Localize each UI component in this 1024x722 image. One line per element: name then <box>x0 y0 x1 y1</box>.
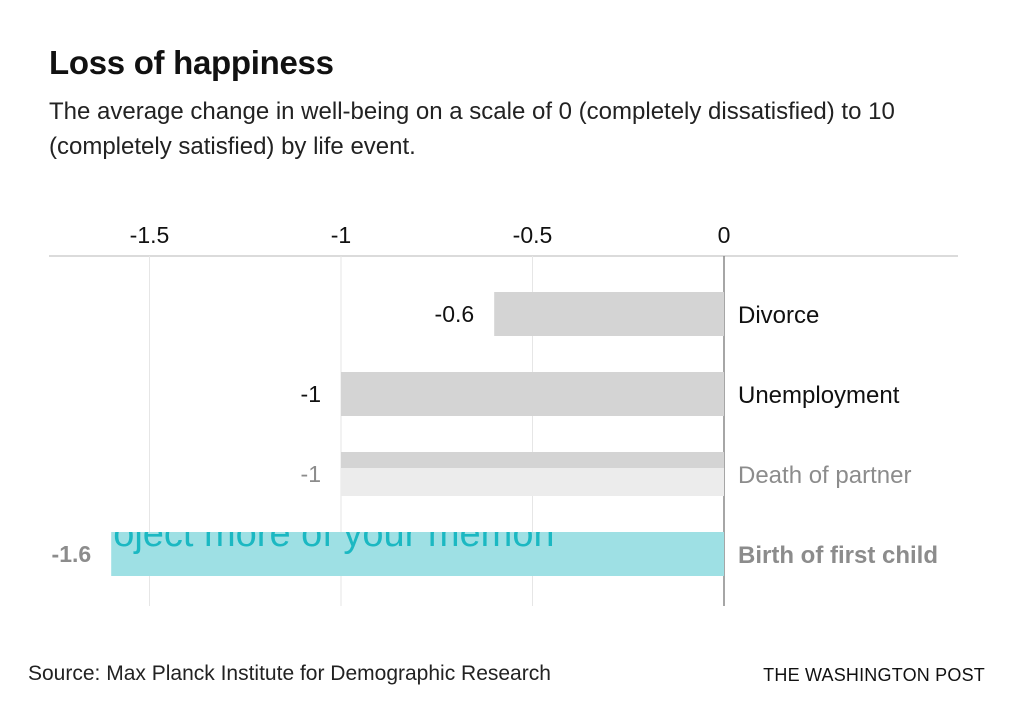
x-tick-label: 0 <box>718 222 731 248</box>
category-label: Birth of first child <box>738 542 938 569</box>
bar <box>494 292 724 336</box>
bar-labels: -0.6 Divorce -1 Unemployment -1 Death of part… <box>52 301 938 569</box>
chart-subtitle: The average change in well-being on a sc… <box>49 98 895 160</box>
bar <box>341 372 724 416</box>
bars: oject more of your memori <box>111 292 724 576</box>
bar <box>111 532 724 576</box>
value-label: -1.6 <box>52 541 92 567</box>
category-label: Unemployment <box>738 382 900 409</box>
category-label: Divorce <box>738 302 819 329</box>
x-tick-label: -1 <box>331 222 351 248</box>
bar-highlight-slice <box>341 452 724 468</box>
category-label: Death of partner <box>738 462 911 489</box>
value-label: -1 <box>301 381 321 407</box>
value-label: -1 <box>301 461 321 487</box>
value-label: -0.6 <box>435 301 475 327</box>
overlay-banner-text: oject more of your memori <box>113 513 554 555</box>
x-tick-label: -1.5 <box>130 222 170 248</box>
publisher-credit: THE WASHINGTON POST <box>763 665 985 685</box>
x-axis-ticks: -1.5 -1 -0.5 0 <box>130 222 731 248</box>
chart-title: Loss of happiness <box>49 44 334 81</box>
x-tick-label: -0.5 <box>513 222 553 248</box>
source-note: Source: Max Planck Institute for Demogra… <box>28 662 551 685</box>
